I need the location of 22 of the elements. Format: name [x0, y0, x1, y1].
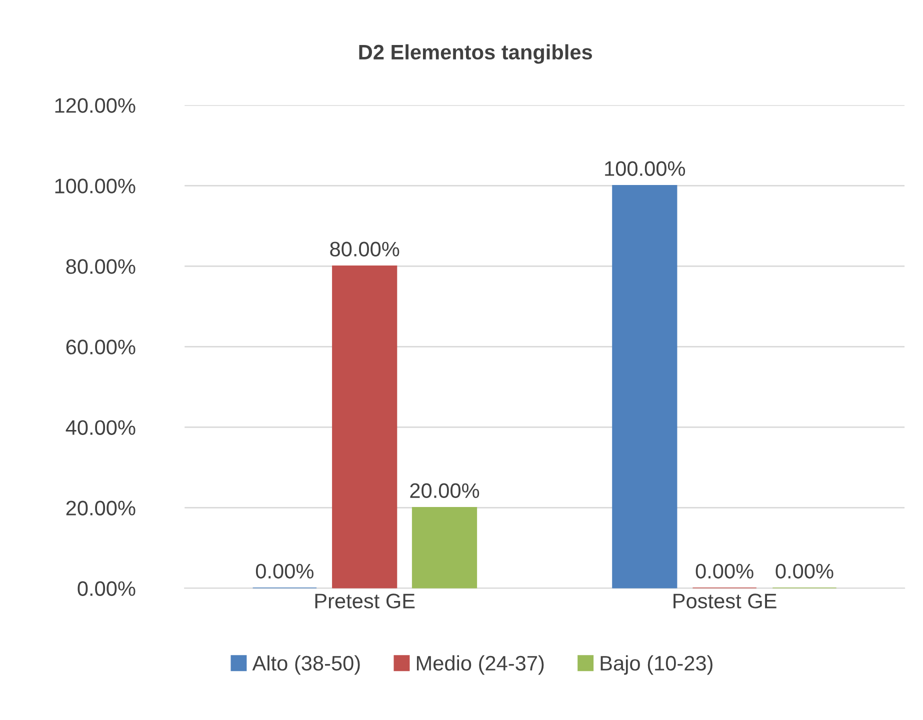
- bar: [332, 265, 398, 588]
- y-tick-label: 120.00%: [55, 98, 136, 113]
- y-tick-label: 20.00%: [66, 500, 136, 516]
- y-tick-label: 0.00%: [78, 581, 136, 596]
- legend-label: Medio (24-37): [416, 655, 544, 675]
- legend-label: Alto (38-50): [252, 655, 360, 675]
- data-label: 0.00%: [256, 564, 314, 579]
- data-label: 20.00%: [410, 483, 480, 498]
- y-tick-label: 60.00%: [66, 340, 136, 354]
- x-tick-label: Pretest GE: [315, 594, 415, 608]
- y-tick-label: 100.00%: [55, 178, 136, 194]
- x-tick-label: Postest GE: [674, 594, 776, 608]
- y-tick-label: 40.00%: [66, 420, 136, 435]
- legend-label: Bajo (10-23): [600, 655, 712, 675]
- data-label: 0.00%: [696, 564, 754, 579]
- data-label: 0.00%: [776, 564, 834, 579]
- y-tick-label: 80.00%: [66, 259, 136, 274]
- bar: [612, 184, 678, 588]
- bar: [412, 507, 478, 588]
- data-label: 80.00%: [330, 242, 400, 256]
- chart-title: D2 Elementos tangibles: [359, 44, 592, 64]
- data-label: 100.00%: [605, 161, 686, 176]
